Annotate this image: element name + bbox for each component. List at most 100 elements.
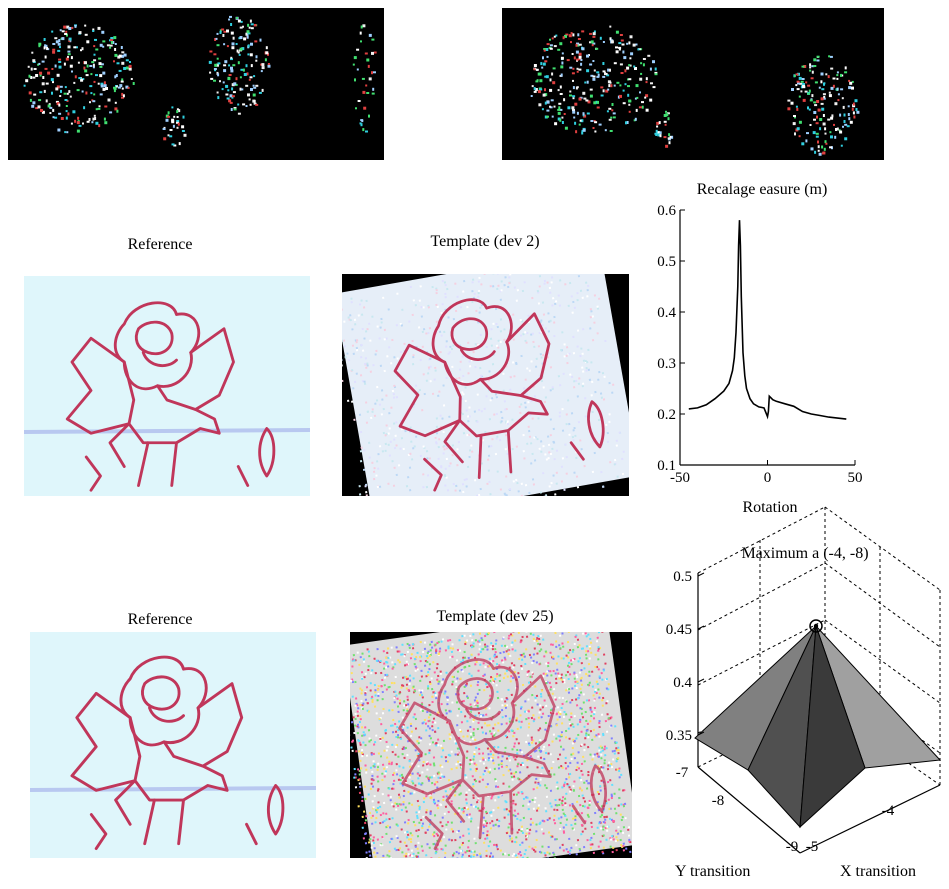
edge-point xyxy=(249,27,251,29)
edge-point xyxy=(268,65,271,68)
noise-pixel xyxy=(361,749,363,751)
noise-pixel xyxy=(539,727,541,729)
noise-pixel xyxy=(449,656,451,658)
noise-pixel xyxy=(365,699,367,701)
noise-pixel xyxy=(619,431,621,433)
noise-pixel xyxy=(408,644,410,646)
edge-point xyxy=(229,74,232,76)
edge-point xyxy=(611,109,613,111)
noise-pixel xyxy=(386,756,388,758)
noise-pixel xyxy=(380,365,382,367)
noise-pixel xyxy=(577,660,579,662)
noise-pixel xyxy=(528,832,530,834)
noise-pixel xyxy=(585,732,587,734)
noise-pixel xyxy=(445,806,447,808)
edge-point xyxy=(538,90,541,93)
noise-pixel xyxy=(422,331,424,333)
noise-pixel xyxy=(446,340,448,342)
noise-pixel xyxy=(370,767,372,769)
noise-pixel xyxy=(436,432,438,434)
edge-point xyxy=(70,96,72,98)
noise-pixel xyxy=(369,834,371,836)
edge-point xyxy=(85,34,88,36)
edge-point xyxy=(230,67,233,70)
noise-pixel xyxy=(351,328,353,330)
edge-point xyxy=(805,81,807,83)
edge-point xyxy=(620,63,623,65)
noise-pixel xyxy=(522,434,524,436)
noise-pixel xyxy=(542,638,544,640)
noise-pixel xyxy=(538,711,540,713)
noise-pixel xyxy=(532,799,534,801)
noise-pixel xyxy=(419,680,421,682)
edge-point xyxy=(68,90,70,93)
edge-point xyxy=(543,94,546,97)
noise-pixel xyxy=(485,855,487,857)
edge-point xyxy=(71,71,73,73)
edge-point xyxy=(835,128,837,131)
edge-point xyxy=(837,71,839,73)
noise-pixel xyxy=(523,450,525,452)
noise-pixel xyxy=(604,819,606,821)
noise-pixel xyxy=(445,672,447,674)
noise-pixel xyxy=(517,728,519,730)
edge-point xyxy=(38,63,40,65)
noise-pixel xyxy=(579,787,581,789)
edge-point xyxy=(171,120,174,123)
edge-point xyxy=(552,116,554,118)
noise-pixel xyxy=(579,721,581,723)
edge-point xyxy=(222,88,224,90)
noise-pixel xyxy=(504,645,506,647)
noise-pixel xyxy=(437,395,439,397)
noise-pixel xyxy=(436,321,438,323)
noise-pixel xyxy=(513,775,515,777)
noise-pixel xyxy=(368,740,370,742)
noise-pixel xyxy=(566,413,568,415)
noise-pixel xyxy=(496,413,498,415)
noise-pixel xyxy=(583,782,585,784)
noise-pixel xyxy=(415,435,417,437)
edge-point xyxy=(73,82,75,84)
noise-pixel xyxy=(571,295,573,297)
noise-pixel xyxy=(431,677,433,679)
noise-pixel xyxy=(479,307,481,309)
noise-pixel xyxy=(364,726,366,728)
noise-pixel xyxy=(429,327,431,329)
noise-pixel xyxy=(506,766,508,768)
noise-pixel xyxy=(411,850,413,852)
noise-pixel xyxy=(397,357,399,359)
noise-pixel xyxy=(376,325,378,327)
edge-point xyxy=(810,99,813,101)
noise-pixel xyxy=(429,358,431,360)
edge-point xyxy=(173,125,175,128)
edge-point xyxy=(67,56,69,58)
edge-point xyxy=(665,113,668,116)
noise-pixel xyxy=(563,489,565,491)
edge-point xyxy=(549,89,552,92)
edge-point xyxy=(591,40,594,43)
noise-pixel xyxy=(601,397,603,399)
noise-pixel xyxy=(550,389,552,391)
noise-pixel xyxy=(441,766,443,768)
noise-pixel xyxy=(520,403,522,405)
edge-point xyxy=(45,56,47,59)
noise-pixel xyxy=(385,424,387,426)
noise-pixel xyxy=(477,670,479,672)
noise-pixel xyxy=(445,828,447,830)
edge-point xyxy=(639,106,642,108)
noise-pixel xyxy=(564,283,566,285)
noise-pixel xyxy=(466,735,468,737)
noise-pixel xyxy=(378,752,380,754)
noise-pixel xyxy=(600,780,602,782)
noise-pixel xyxy=(581,789,583,791)
noise-pixel xyxy=(452,786,454,788)
noise-pixel xyxy=(593,833,595,835)
noise-pixel xyxy=(379,738,381,740)
noise-pixel xyxy=(465,798,467,800)
noise-pixel xyxy=(561,331,563,333)
noise-pixel xyxy=(390,407,392,409)
noise-pixel xyxy=(604,816,606,818)
edge-point xyxy=(610,117,612,119)
noise-pixel xyxy=(525,741,527,743)
noise-pixel xyxy=(570,847,572,849)
